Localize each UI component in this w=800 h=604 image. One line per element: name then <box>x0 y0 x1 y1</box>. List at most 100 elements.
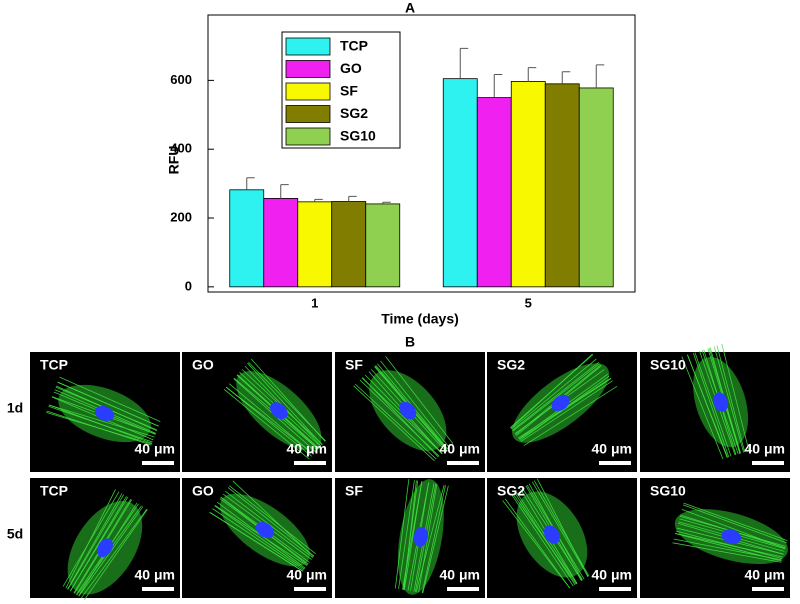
y-tick-label: 400 <box>170 141 192 156</box>
scale-bar <box>142 587 174 591</box>
fiber <box>531 481 589 577</box>
x-tick-label: 1 <box>311 295 318 310</box>
fiber <box>675 532 783 558</box>
cell-shape <box>681 343 750 460</box>
scale-label: 40 μm <box>287 567 327 583</box>
nucleus <box>413 527 428 547</box>
cell-shape <box>62 489 148 600</box>
bar <box>263 198 299 288</box>
scale-label: 40 μm <box>592 441 632 457</box>
fiber <box>81 508 148 599</box>
fiber <box>62 491 120 587</box>
fiber <box>421 485 446 594</box>
bar <box>544 83 580 288</box>
bar <box>331 201 367 288</box>
cell-shape <box>223 358 326 460</box>
bar <box>578 87 614 288</box>
nucleus <box>713 392 728 412</box>
cell-shape <box>510 353 618 446</box>
cell-shape <box>394 479 449 595</box>
fiber <box>512 363 601 432</box>
cell-label: SF <box>345 483 363 499</box>
fiber <box>48 404 155 438</box>
cell-shape <box>672 502 788 565</box>
legend-swatch <box>285 60 331 78</box>
y-tick-label: 600 <box>170 72 192 87</box>
legend-swatch <box>285 105 331 123</box>
legend-swatch <box>285 127 331 146</box>
fiber <box>520 380 613 442</box>
fiber <box>48 405 153 443</box>
fiber <box>415 484 445 593</box>
fiber <box>721 343 750 451</box>
fiber <box>523 386 618 446</box>
row-label: 1d <box>7 400 23 416</box>
legend-label: SG10 <box>340 128 376 144</box>
legend-swatch <box>285 82 331 101</box>
legend-label: SG2 <box>340 105 368 121</box>
fiber <box>512 493 577 585</box>
error-bar <box>561 71 571 84</box>
fiber <box>223 389 310 460</box>
fiber <box>209 512 304 572</box>
y-tick-label: 200 <box>170 209 192 224</box>
x-tick-label: 5 <box>525 295 532 310</box>
cell-shape <box>46 376 161 446</box>
panel-title: B <box>405 334 415 350</box>
error-bar <box>382 201 391 204</box>
fiber <box>354 383 437 460</box>
cell-label: SG2 <box>497 357 525 373</box>
scale-bar <box>447 461 479 465</box>
bar <box>365 203 401 288</box>
fiber <box>512 361 599 431</box>
nucleus <box>94 406 115 421</box>
scale-bar <box>599 461 631 465</box>
error-bar <box>348 195 357 202</box>
bar <box>476 97 512 288</box>
fiber <box>59 376 161 423</box>
error-bar <box>280 184 289 199</box>
scale-label: 40 μm <box>592 567 632 583</box>
scale-bar <box>294 461 326 465</box>
scale-bar <box>599 587 631 591</box>
fiber <box>502 500 571 589</box>
legend-label: GO <box>340 60 362 76</box>
cell-label: TCP <box>40 357 68 373</box>
fiber <box>57 381 159 427</box>
scale-bar <box>752 587 784 591</box>
fiber <box>212 508 305 571</box>
fiber <box>510 354 594 428</box>
fiber <box>70 496 127 592</box>
fiber <box>214 505 305 570</box>
fiber <box>681 509 786 549</box>
bar <box>510 81 546 288</box>
legend-label: TCP <box>340 38 368 54</box>
bar <box>229 189 265 288</box>
fiber <box>247 362 323 446</box>
fiber <box>46 411 152 445</box>
fiber <box>716 345 746 453</box>
error-bar <box>314 198 323 202</box>
fiber <box>533 480 590 577</box>
cell-label: GO <box>192 483 214 499</box>
fiber <box>248 361 326 442</box>
cell-label: SG2 <box>497 483 525 499</box>
fiber <box>713 346 745 453</box>
fiber <box>394 479 410 589</box>
nucleus <box>270 402 288 420</box>
fiber <box>518 378 612 440</box>
bar <box>442 78 478 288</box>
scale-label: 40 μm <box>440 567 480 583</box>
cell-label: SG10 <box>650 483 686 499</box>
error-bar <box>595 64 605 88</box>
fiber <box>511 358 597 430</box>
y-tick-label: 0 <box>185 278 192 293</box>
fiber <box>65 489 116 589</box>
scale-label: 40 μm <box>745 567 785 583</box>
fiber <box>227 487 315 557</box>
scale-bar <box>294 587 326 591</box>
cell-shape <box>353 356 454 462</box>
cell-label: SG10 <box>650 357 686 373</box>
fiber <box>232 480 314 558</box>
